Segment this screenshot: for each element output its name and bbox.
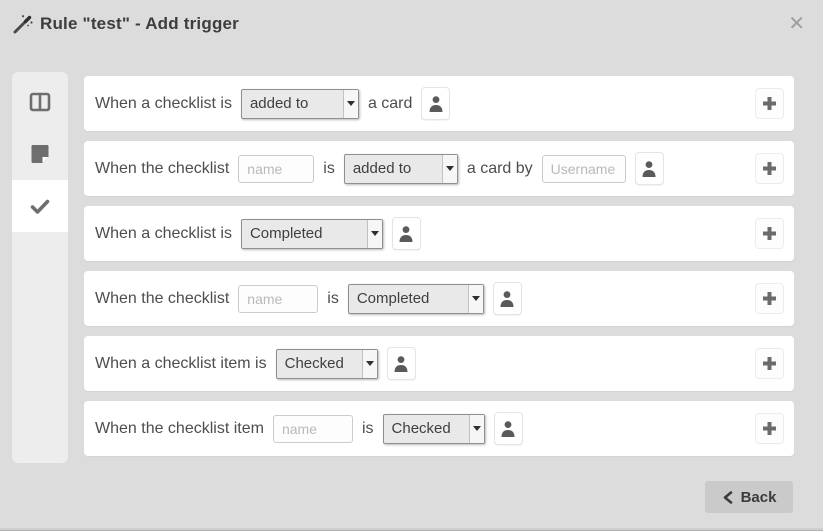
add-trigger-button[interactable] — [755, 348, 784, 379]
add-trigger-button[interactable] — [755, 413, 784, 444]
checklist-action-select[interactable]: added to — [343, 153, 458, 184]
chevron-down-icon — [468, 414, 484, 443]
trigger-text-post: a card — [367, 94, 413, 112]
person-icon — [394, 355, 408, 372]
username-input[interactable] — [541, 154, 626, 183]
person-icon — [642, 160, 656, 177]
add-trigger-button[interactable] — [755, 88, 784, 119]
trigger-row-checklist-added: When a checklist is added to a card — [84, 76, 794, 131]
member-filter-button[interactable] — [493, 412, 523, 445]
person-icon — [501, 420, 515, 437]
chevron-down-icon — [342, 89, 358, 118]
trigger-text-pre: When a checklist item is — [95, 354, 267, 372]
trigger-text-mid: is — [327, 289, 339, 307]
chevron-down-icon — [361, 349, 377, 378]
select-value: Checked — [391, 420, 451, 437]
plus-icon — [763, 162, 776, 175]
trigger-text-pre: When the checklist — [95, 289, 230, 307]
checklist-action-select[interactable]: added to — [240, 88, 359, 119]
select-value: added to — [249, 95, 309, 112]
member-filter-button[interactable] — [492, 282, 522, 315]
person-icon — [500, 290, 514, 307]
sidebar-item-card-triggers[interactable] — [12, 128, 68, 180]
member-filter-button[interactable] — [386, 347, 416, 380]
sidebar-item-checklist-triggers[interactable] — [12, 180, 68, 232]
trigger-row-named-checklist-item-checked: When the checklist item is Checked — [84, 401, 794, 456]
sidebar-item-board-triggers[interactable] — [12, 76, 68, 128]
checklist-name-input[interactable] — [238, 154, 315, 183]
checklist-state-select[interactable]: Completed — [240, 218, 383, 249]
checklist-name-input[interactable] — [238, 284, 319, 313]
chevron-left-icon — [723, 490, 732, 504]
trigger-category-sidebar — [12, 72, 68, 463]
plus-icon — [763, 97, 776, 110]
trigger-text-mid: is — [361, 419, 374, 437]
chevron-down-icon — [366, 219, 382, 248]
checklist-state-select[interactable]: Completed — [347, 283, 484, 314]
magic-wand-icon — [13, 15, 33, 34]
trigger-text-pre: When the checklist — [95, 159, 230, 177]
add-trigger-button[interactable] — [755, 283, 784, 314]
add-trigger-button[interactable] — [755, 153, 784, 184]
card-icon — [31, 145, 49, 163]
plus-icon — [763, 357, 776, 370]
plus-icon — [763, 292, 776, 305]
item-name-input[interactable] — [272, 414, 353, 443]
person-icon — [399, 225, 413, 242]
select-value: Checked — [284, 355, 344, 372]
trigger-row-named-checklist-added: When the checklist is added to a card by — [84, 141, 794, 196]
trigger-row-checklist-completed: When a checklist is Completed — [84, 206, 794, 261]
trigger-row-checklist-item-checked: When a checklist item is Checked — [84, 336, 794, 391]
add-trigger-button[interactable] — [755, 218, 784, 249]
select-value: Completed — [356, 290, 430, 307]
chevron-down-icon — [467, 284, 483, 313]
trigger-text-mid: is — [323, 159, 335, 177]
checklist-check-icon — [30, 199, 50, 214]
trigger-text-post: a card by — [466, 159, 533, 177]
back-button[interactable]: Back — [705, 481, 793, 513]
plus-icon — [763, 422, 776, 435]
board-columns-icon — [29, 92, 51, 112]
person-icon — [429, 95, 443, 112]
dialog-titlebar: Rule "test" - Add trigger ✕ — [0, 0, 823, 48]
trigger-text-pre: When a checklist is — [95, 224, 232, 242]
trigger-text-pre: When a checklist is — [95, 94, 232, 112]
trigger-text-pre: When the checklist item — [95, 419, 264, 437]
back-button-label: Back — [740, 488, 777, 506]
item-state-select[interactable]: Checked — [275, 348, 378, 379]
trigger-row-named-checklist-completed: When the checklist is Completed — [84, 271, 794, 326]
member-filter-button[interactable] — [391, 217, 421, 250]
select-value: added to — [352, 160, 412, 177]
plus-icon — [763, 227, 776, 240]
select-value: Completed — [249, 225, 323, 242]
dialog-title: Rule "test" - Add trigger — [40, 14, 239, 33]
chevron-down-icon — [441, 154, 457, 183]
item-state-select[interactable]: Checked — [382, 413, 485, 444]
member-filter-button[interactable] — [421, 87, 451, 120]
member-filter-button[interactable] — [634, 152, 664, 185]
close-icon[interactable]: ✕ — [784, 10, 809, 38]
